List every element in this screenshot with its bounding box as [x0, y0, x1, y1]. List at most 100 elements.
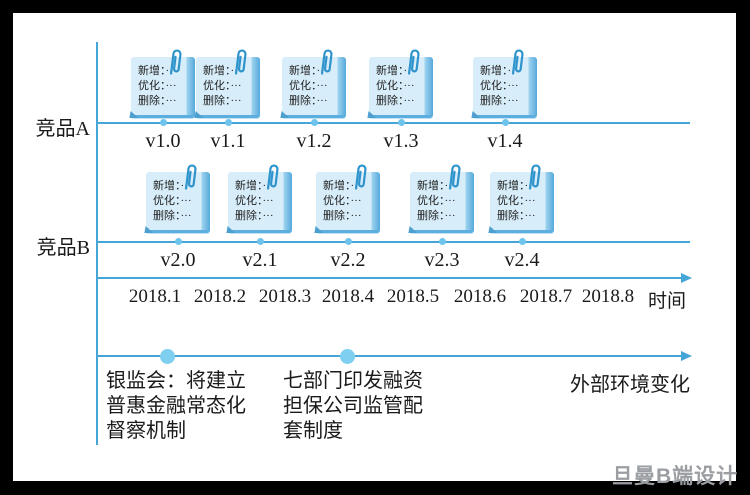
version-note-b1: 新增：··· 优化：··· 删除：···: [146, 164, 210, 233]
version-note-a5: 新增：··· 优化：··· 删除：···: [473, 49, 537, 118]
paperclip-icon: [448, 164, 461, 190]
note-line-added: 新增：···: [289, 65, 328, 77]
version-label: v2.4: [504, 249, 540, 271]
note-line-optimized: 优化：···: [138, 80, 177, 92]
event-line: 七部门印发融资: [283, 370, 423, 392]
version-label: v1.4: [487, 130, 523, 152]
time-tick: 2018.2: [193, 286, 247, 307]
note-line-removed: 删除：···: [235, 210, 274, 222]
version-note-a3: 新增：··· 优化：··· 删除：···: [282, 49, 346, 118]
environment-axis-line: [96, 355, 682, 357]
note-line-removed: 删除：···: [289, 95, 328, 107]
event-1-text: 银监会：将建立 普惠金融常态化 督察机制: [106, 369, 246, 444]
note-line-added: 新增：···: [235, 180, 274, 192]
event-dot: [340, 349, 355, 364]
version-note-b4: 新增：··· 优化：··· 删除：···: [410, 164, 474, 233]
note-line-added: 新增：···: [497, 180, 536, 192]
version-label: v2.1: [242, 249, 278, 271]
time-axis-title: 时间: [648, 291, 687, 312]
time-tick: 2018.3: [258, 286, 312, 307]
paperclip-icon: [320, 49, 333, 75]
axis-spine: [96, 42, 98, 445]
note-line-removed: 删除：···: [480, 95, 519, 107]
frame-top: [0, 0, 750, 13]
event-line: 担保公司监管配: [283, 395, 423, 417]
version-dot: [345, 238, 352, 245]
version-label: v1.1: [210, 130, 246, 152]
time-tick: 2018.8: [581, 286, 635, 307]
frame-bottom: [0, 481, 750, 495]
time-tick: 2018.4: [321, 286, 375, 307]
note-line-added: 新增：···: [417, 180, 456, 192]
version-dot: [257, 238, 264, 245]
event-dot: [160, 349, 175, 364]
version-dot: [502, 119, 509, 126]
paperclip-icon: [528, 164, 541, 190]
note-line-added: 新增：···: [138, 65, 177, 77]
event-2-text: 七部门印发融资 担保公司监管配 套制度: [283, 369, 423, 444]
row-a-label: 竞品A: [35, 118, 90, 140]
version-dot: [311, 119, 318, 126]
version-note-b2: 新增：··· 优化：··· 删除：···: [228, 164, 292, 233]
version-label: v1.3: [383, 130, 419, 152]
environment-axis-arrow: [681, 351, 692, 361]
note-line-removed: 删除：···: [153, 210, 192, 222]
note-line-optimized: 优化：···: [235, 195, 274, 207]
time-axis-arrow: [681, 273, 692, 283]
version-dot: [519, 238, 526, 245]
note-line-optimized: 优化：···: [289, 80, 328, 92]
note-line-optimized: 优化：···: [497, 195, 536, 207]
note-line-optimized: 优化：···: [203, 80, 242, 92]
paperclip-icon: [266, 164, 279, 190]
row-a-line: [96, 122, 690, 124]
time-tick: 2018.7: [519, 286, 573, 307]
note-line-removed: 删除：···: [138, 95, 177, 107]
version-dot: [398, 119, 405, 126]
version-label: v2.2: [330, 249, 366, 271]
note-line-added: 新增：···: [153, 180, 192, 192]
time-tick: 2018.1: [128, 286, 182, 307]
version-dot: [225, 119, 232, 126]
note-line-optimized: 优化：···: [376, 80, 415, 92]
note-line-removed: 删除：···: [376, 95, 415, 107]
version-label: v2.3: [424, 249, 460, 271]
note-line-optimized: 优化：···: [480, 80, 519, 92]
paperclip-icon: [354, 164, 367, 190]
note-line-added: 新增：···: [376, 65, 415, 77]
paperclip-icon: [184, 164, 197, 190]
row-b-label: 竞品B: [36, 237, 90, 259]
frame-left: [0, 0, 13, 495]
version-label: v1.2: [296, 130, 332, 152]
version-note-b3: 新增：··· 优化：··· 删除：···: [316, 164, 380, 233]
paperclip-icon: [511, 49, 524, 75]
event-line: 银监会：将建立: [106, 370, 246, 392]
note-line-optimized: 优化：···: [417, 195, 456, 207]
paperclip-icon: [407, 49, 420, 75]
version-label: v1.0: [145, 130, 181, 152]
version-dot: [439, 238, 446, 245]
row-b-line: [96, 241, 690, 243]
paperclip-icon: [169, 49, 182, 75]
event-line: 督察机制: [106, 420, 186, 442]
note-line-removed: 删除：···: [417, 210, 456, 222]
time-tick: 2018.5: [386, 286, 440, 307]
note-line-optimized: 优化：···: [323, 195, 362, 207]
version-note-a2: 新增：··· 优化：··· 删除：···: [196, 49, 260, 118]
version-note-b5: 新增：··· 优化：··· 删除：···: [490, 164, 554, 233]
time-tick: 2018.6: [453, 286, 507, 307]
note-line-removed: 删除：···: [323, 210, 362, 222]
version-note-a1: 新增：··· 优化：··· 删除：···: [131, 49, 195, 118]
note-line-removed: 删除：···: [497, 210, 536, 222]
version-label: v2.0: [160, 249, 196, 271]
paperclip-icon: [234, 49, 247, 75]
version-dot: [175, 238, 182, 245]
event-line: 套制度: [283, 420, 343, 442]
version-note-a4: 新增：··· 优化：··· 删除：···: [369, 49, 433, 118]
environment-axis-title: 外部环境变化: [570, 374, 690, 396]
event-line: 普惠金融常态化: [106, 395, 246, 417]
watermark: 旦曼B端设计: [612, 465, 739, 488]
note-line-added: 新增：···: [323, 180, 362, 192]
frame-right: [736, 0, 750, 495]
time-axis-line: [96, 277, 682, 279]
